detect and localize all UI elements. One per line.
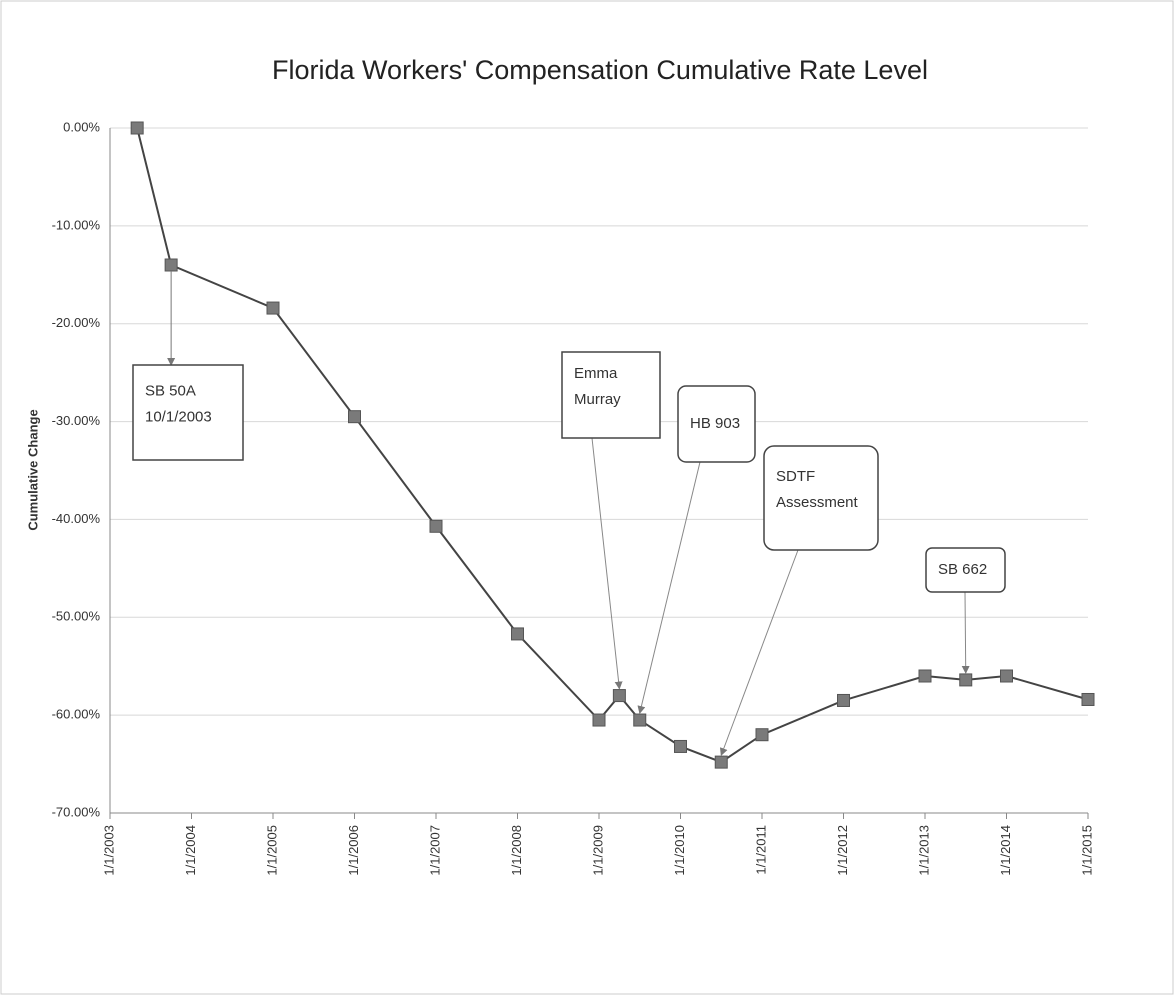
y-tick-label: -20.00%: [52, 315, 101, 330]
data-marker: [837, 693, 850, 707]
data-marker: [1000, 669, 1013, 683]
data-marker: [918, 669, 932, 683]
x-tick-label: 1/1/2009: [590, 825, 605, 876]
data-marker: [130, 121, 144, 135]
data-marker: [714, 755, 728, 769]
x-tick-label: 1/1/2013: [916, 825, 931, 876]
y-tick-label: -70.00%: [52, 804, 101, 819]
data-marker: [592, 713, 606, 727]
x-tick-label: 1/1/2006: [346, 825, 361, 876]
annotation-box: [561, 351, 661, 439]
annotation-text: HB 903: [690, 415, 740, 432]
annotation-text: SB 50A: [145, 382, 196, 399]
x-tick-label: 1/1/2008: [509, 825, 524, 876]
x-tick-label: 1/1/2011: [753, 825, 768, 875]
data-marker: [755, 728, 769, 742]
annotation-text: 10/1/2003: [145, 408, 212, 425]
x-tick-label: 1/1/2004: [183, 825, 198, 876]
annotation-text: SDTF: [776, 468, 815, 485]
data-marker: [612, 689, 626, 703]
chart-title: Florida Workers' Compensation Cumulative…: [272, 55, 928, 85]
annotation-text: Assessment: [776, 494, 859, 511]
annotation-box: [925, 547, 1006, 593]
x-tick-label: 1/1/2007: [427, 825, 442, 876]
annotation-text: Murray: [574, 391, 621, 408]
annotation-text: Emma: [574, 365, 618, 382]
annotation-box: [677, 385, 756, 463]
data-marker: [674, 739, 687, 753]
data-marker: [266, 301, 280, 315]
y-tick-label: -60.00%: [52, 707, 101, 722]
y-axis-label: Cumulative Change: [25, 409, 40, 530]
data-marker: [429, 519, 443, 533]
data-marker: [959, 673, 973, 687]
annotation-text: SB 662: [938, 561, 987, 578]
annotation-arrow: [637, 461, 701, 715]
x-tick-label: 1/1/2012: [835, 825, 850, 876]
x-tick-label: 1/1/2015: [1079, 825, 1094, 876]
x-tick-label: 1/1/2014: [998, 825, 1013, 876]
x-tick-label: 1/1/2003: [101, 825, 116, 876]
annotation-box: [763, 445, 879, 551]
data-marker: [1081, 692, 1095, 706]
data-marker: [164, 258, 178, 272]
annotation-arrow: [719, 549, 799, 757]
y-tick-label: -30.00%: [52, 413, 101, 428]
data-marker: [633, 713, 647, 727]
y-tick-label: 0.00%: [63, 119, 100, 134]
y-tick-label: -50.00%: [52, 609, 101, 624]
y-tick-label: -40.00%: [52, 511, 101, 526]
data-marker: [348, 410, 361, 424]
annotation-box: [132, 364, 244, 461]
annotation-arrow: [591, 437, 623, 690]
x-tick-label: 1/1/2005: [264, 825, 279, 876]
x-tick-label: 1/1/2010: [672, 825, 687, 876]
data-marker: [511, 627, 524, 641]
y-tick-label: -10.00%: [52, 217, 101, 232]
annotation-arrow: [961, 591, 970, 674]
